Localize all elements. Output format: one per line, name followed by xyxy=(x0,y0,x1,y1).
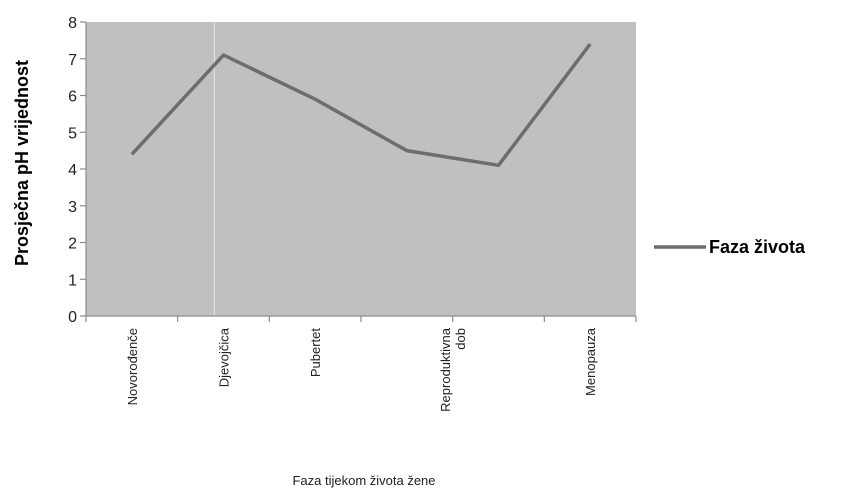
y-tick-label: 7 xyxy=(68,52,77,69)
x-axis-title: Faza tijekom života žene xyxy=(292,473,435,488)
y-axis: 0 1 2 3 4 5 6 7 8 xyxy=(68,15,87,326)
x-tick-label: Novorođenče xyxy=(125,328,140,405)
y-tick-label: 1 xyxy=(68,272,77,289)
x-tick-label: Djevojčica xyxy=(217,327,232,387)
legend: Faza života xyxy=(654,237,806,257)
y-tick-label: 5 xyxy=(68,125,77,142)
series-group xyxy=(130,42,592,168)
y-tick-label: 8 xyxy=(68,15,77,32)
legend-label-faza-zivota: Faza života xyxy=(709,237,806,257)
x-tick-label: Menopauza xyxy=(583,327,598,396)
y-tick-label: 2 xyxy=(68,236,77,253)
x-tick-label: Pubertet xyxy=(308,328,323,378)
plot-area xyxy=(86,22,636,316)
series-line-faza-zivota xyxy=(130,42,592,168)
y-tick-label: 4 xyxy=(68,162,77,179)
y-tick-label: 3 xyxy=(68,199,77,216)
y-tick-label: 6 xyxy=(68,89,77,106)
y-axis-title: Prosječna pH vrijednost xyxy=(12,60,32,266)
y-tick-label: 0 xyxy=(68,309,77,326)
x-axis: Novorođenče Djevojčica Pubertet Reproduktiv… xyxy=(85,315,637,412)
x-tick-label: Reproduktivnadob xyxy=(438,327,468,412)
